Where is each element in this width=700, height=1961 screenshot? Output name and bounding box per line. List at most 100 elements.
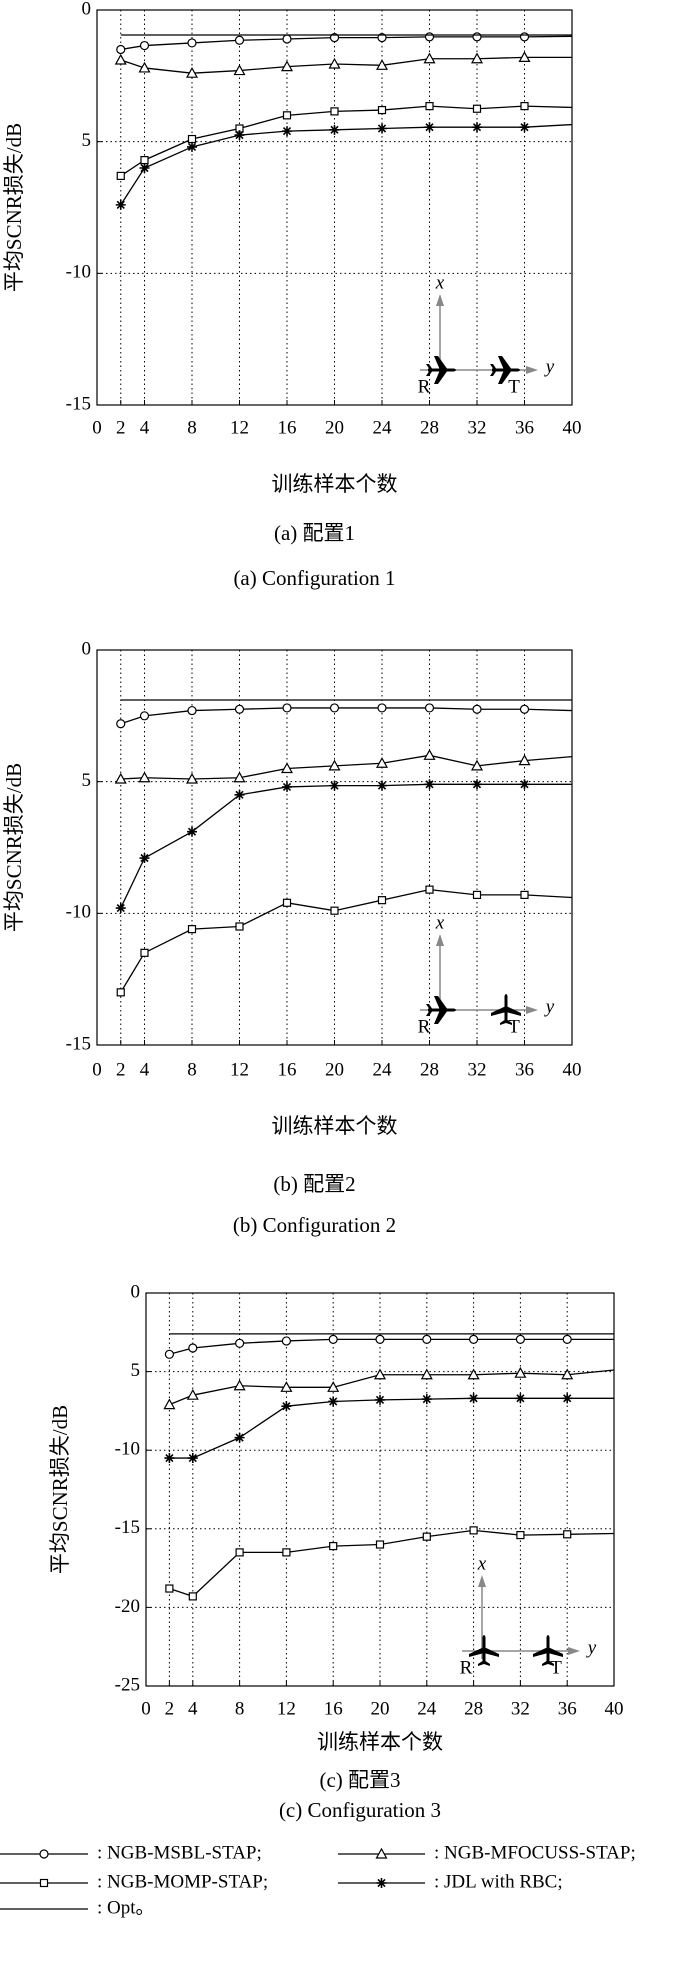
data-point (116, 719, 126, 729)
legend-label: : Opt。 (97, 1897, 155, 1918)
data-point (282, 1548, 291, 1557)
data-point (424, 122, 435, 133)
x-axis-label: 训练样本个数 (272, 1114, 398, 1138)
x-tick-label: 4 (188, 1698, 198, 1719)
data-point (139, 853, 150, 864)
data-point (115, 903, 126, 914)
data-point (139, 40, 150, 51)
data-point (188, 1592, 197, 1601)
series-line (169, 1529, 615, 1598)
x-tick-label: 4 (140, 417, 150, 438)
x-tick-label: 2 (116, 1059, 126, 1080)
data-point (163, 1398, 176, 1410)
data-point (330, 107, 339, 116)
y-tick-label: 5 (82, 770, 92, 791)
data-point (469, 1526, 478, 1535)
y-tick-label: -15 (66, 1033, 91, 1054)
data-point (472, 122, 482, 133)
data-point (233, 64, 246, 76)
data-point (375, 1540, 385, 1549)
data-point (164, 1349, 174, 1359)
x-tick-label: 0 (141, 1698, 151, 1719)
data-point (328, 1396, 339, 1407)
data-point (187, 141, 197, 152)
data-point (377, 123, 387, 134)
data-point (139, 163, 150, 173)
inset-arrow (436, 934, 444, 946)
y-tick-label: 5 (82, 130, 92, 151)
data-point (233, 771, 246, 783)
data-point (233, 1379, 246, 1391)
data-point (520, 102, 529, 111)
data-point (329, 703, 340, 713)
data-point (518, 51, 531, 62)
y-tick-label: 0 (131, 1281, 141, 1302)
x-tick-label: 2 (116, 417, 126, 438)
data-point (515, 1334, 526, 1344)
data-point (375, 59, 389, 70)
data-point (139, 711, 150, 721)
legend-label: : JDL with RBC; (434, 1871, 563, 1892)
data-point (520, 890, 529, 900)
y-tick-label: -10 (115, 1439, 140, 1460)
inset-arrow (478, 1575, 486, 1587)
data-point (377, 703, 387, 713)
data-point (375, 1334, 385, 1344)
data-point (425, 102, 434, 111)
data-point (185, 772, 199, 784)
data-point (375, 756, 389, 768)
data-point (329, 1541, 338, 1551)
data-point (519, 779, 530, 790)
caption: (a) 配置1 (274, 521, 355, 545)
x-tick-label: 28 (420, 417, 439, 438)
inset-label: R (460, 1657, 473, 1678)
inset-label: T (550, 1657, 562, 1678)
data-point (518, 754, 531, 766)
x-tick-label: 24 (373, 417, 393, 438)
inset-label: R (418, 376, 431, 397)
data-point (116, 171, 125, 180)
inset-label: x (477, 1553, 487, 1574)
x-tick-label: 2 (165, 1698, 175, 1719)
data-point (424, 703, 435, 713)
data-point (424, 779, 435, 790)
data-point (470, 52, 484, 64)
data-point (472, 890, 482, 900)
series-line (120, 754, 573, 780)
x-tick-label: 36 (558, 1698, 577, 1719)
legend-marker (39, 1878, 49, 1888)
aircraft-icon (469, 1635, 499, 1666)
data-point (330, 906, 339, 915)
inset-label: y (544, 356, 555, 377)
x-tick-label: 12 (230, 417, 249, 438)
caption: (c) Configuration 3 (279, 1798, 441, 1822)
data-point (138, 61, 151, 73)
data-point (234, 35, 245, 45)
legend-label: : NGB-MFOCUSS-STAP; (434, 1842, 636, 1863)
data-point (519, 122, 530, 133)
data-point (114, 53, 127, 65)
x-tick-label: 28 (420, 1059, 439, 1080)
data-point (425, 885, 434, 894)
data-point (282, 34, 292, 44)
legend-label: : NGB-MSBL-STAP; (97, 1842, 262, 1863)
y-tick-label: -15 (66, 393, 91, 414)
series-line (120, 783, 572, 909)
data-point (140, 948, 149, 957)
data-point (423, 749, 436, 760)
x-tick-label: 40 (563, 1059, 582, 1080)
data-point (515, 1393, 526, 1404)
x-tick-label: 24 (373, 1059, 393, 1080)
data-point (187, 134, 197, 144)
x-tick-label: 32 (468, 417, 487, 438)
x-tick-label: 8 (187, 1059, 197, 1080)
data-point (514, 1366, 527, 1378)
legend-marker (376, 1878, 387, 1888)
x-axis-label: 训练样本个数 (272, 472, 398, 496)
y-tick-label: -20 (115, 1596, 140, 1617)
x-tick-label: 40 (563, 417, 582, 438)
data-point (282, 703, 292, 713)
data-point (470, 759, 484, 771)
data-point (375, 1394, 385, 1405)
data-point (235, 922, 244, 931)
